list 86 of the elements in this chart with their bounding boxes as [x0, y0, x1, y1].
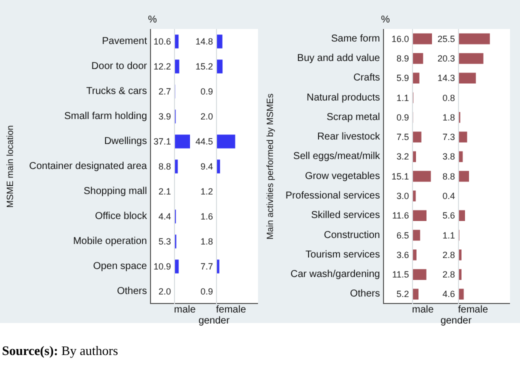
y-tick-label: Grow vegetables	[304, 170, 380, 182]
data-label: 5.2	[396, 289, 409, 300]
x-axis-title: female	[216, 304, 246, 316]
data-label: 1.8	[442, 112, 455, 122]
data-label: 0.8	[442, 92, 455, 103]
data-label: 2.0	[200, 112, 213, 122]
data-label: 15.2	[195, 62, 213, 72]
y-tick-label: Tourism services	[306, 249, 380, 260]
y-tick-label: Car wash/gardening	[290, 269, 380, 280]
data-label: 2.1	[158, 186, 171, 196]
data-label: 0.4	[442, 190, 455, 201]
y-axis-title: Main activities performed by MSMEs	[265, 92, 275, 240]
data-label: 4.4	[158, 212, 171, 222]
data-label: 1.8	[200, 236, 213, 246]
data-label: 2.8	[442, 270, 455, 280]
data-label: 4.6	[442, 289, 455, 300]
data-label: 3.0	[396, 190, 409, 201]
data-label: 16.0	[391, 34, 409, 44]
data-label: 7.5	[396, 132, 409, 142]
data-label: 3.9	[158, 112, 171, 122]
data-label: 0.9	[200, 86, 213, 96]
data-label: 3.2	[396, 152, 409, 162]
y-tick-label: Open space	[93, 261, 148, 272]
y-tick-label: Natural products	[306, 92, 380, 104]
y-tick-label: Door to door	[91, 61, 148, 72]
text: %	[148, 14, 157, 26]
y-tick-label: Others	[116, 286, 147, 297]
data-label: 10.9	[153, 262, 171, 272]
data-label: 8.8	[442, 171, 455, 182]
data-label: 8.8	[158, 162, 171, 172]
text: gender	[198, 316, 230, 326]
source-note: Source(s): By authors	[2, 343, 118, 359]
data-label: 15.1	[391, 171, 409, 182]
data-label: 5.6	[442, 210, 455, 221]
y-tick-label: Buy and add value	[297, 52, 380, 64]
data-label: 6.5	[396, 230, 409, 240]
data-label: 25.5	[437, 34, 455, 44]
y-tick-label: Dwellings	[104, 136, 147, 147]
data-label: 1.2	[200, 186, 213, 196]
data-label: 2.7	[158, 86, 171, 96]
data-label: 5.9	[396, 73, 409, 84]
data-label: 7.3	[442, 132, 455, 142]
y-tick-label: Crafts	[353, 72, 380, 84]
data-label: 3.8	[442, 152, 455, 162]
x-axis-title: male	[412, 304, 434, 316]
data-label: 44.5	[195, 136, 213, 146]
data-label: 0.9	[200, 286, 213, 296]
data-label: 1.1	[396, 92, 409, 103]
data-label: 0.9	[396, 112, 409, 122]
y-tick-label: Mobile operation	[73, 236, 147, 247]
y-axis-title: MSME main location	[5, 125, 15, 208]
x-axis-title: male	[174, 304, 196, 316]
text: %	[381, 14, 390, 26]
y-tick-label: Pavement	[102, 36, 148, 47]
data-label: 14.8	[195, 36, 213, 46]
data-label: 5.3	[158, 236, 171, 246]
y-tick-label: Others	[350, 288, 380, 300]
y-tick-label: Sell eggs/meat/milk	[293, 151, 381, 162]
data-label: 1.1	[442, 230, 455, 240]
text: gender	[440, 316, 472, 326]
y-tick-label: Office block	[94, 211, 148, 222]
y-tick-label: Construction	[324, 230, 380, 241]
data-label: 12.2	[153, 62, 171, 72]
data-label: 37.1	[153, 136, 171, 146]
data-label: 8.9	[396, 53, 409, 64]
y-tick-label: Shopping mall	[84, 186, 147, 197]
y-tick-label: Small farm holding	[64, 111, 147, 122]
data-label: 1.6	[200, 212, 213, 222]
data-label: 2.0	[158, 286, 171, 296]
y-tick-label: Professional services	[286, 190, 380, 202]
data-label: 11.5	[392, 270, 409, 280]
y-tick-label: Same form	[331, 33, 380, 44]
data-label: 2.8	[442, 250, 455, 260]
data-label: 11.6	[392, 210, 409, 221]
x-axis-title: female	[458, 304, 488, 316]
y-tick-label: Scrap metal	[326, 112, 380, 123]
data-label: 20.3	[437, 53, 455, 64]
y-tick-label: Trucks & cars	[86, 86, 147, 97]
data-label: 3.6	[396, 250, 409, 260]
data-label: 9.4	[200, 162, 213, 172]
data-label: 7.7	[200, 262, 213, 272]
y-tick-label: Rear livestock	[317, 132, 381, 143]
data-label: 14.3	[437, 73, 455, 84]
data-label: 10.6	[153, 36, 171, 46]
y-tick-label: Skilled services	[311, 210, 380, 222]
y-tick-label: Container designated area	[29, 161, 148, 172]
